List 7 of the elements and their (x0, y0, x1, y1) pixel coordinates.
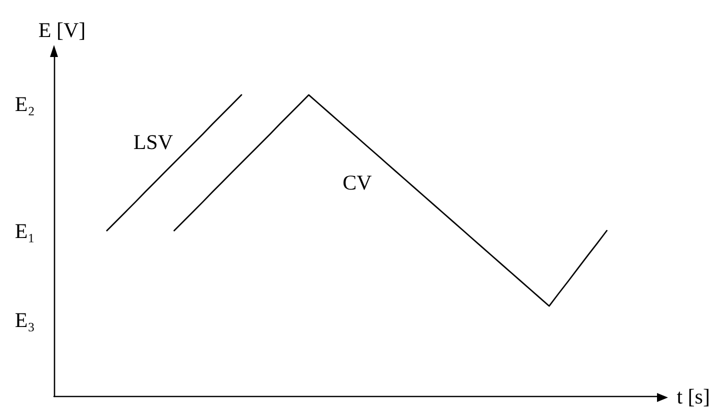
text: E₁ (14, 219, 35, 243)
x-axis-title: t [s] (676, 384, 710, 407)
text: E₂ (14, 92, 35, 116)
series-label: CV (342, 170, 372, 195)
y-axis-title: E [V] (38, 18, 86, 42)
text: E₃ (14, 308, 35, 332)
series-label: LSV (133, 130, 174, 154)
